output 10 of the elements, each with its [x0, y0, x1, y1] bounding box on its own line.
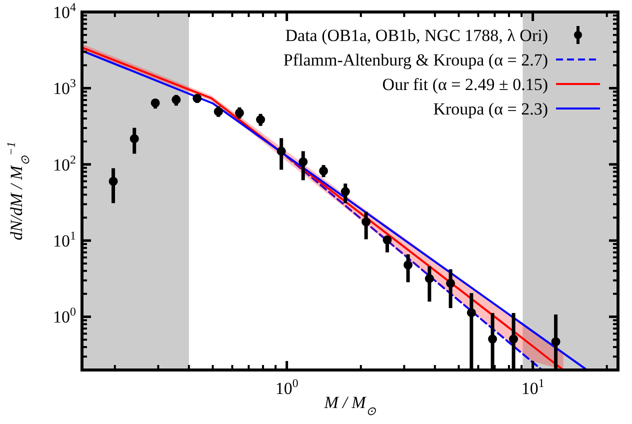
legend-label: Data (OB1a, OB1b, NGC 1788, λ Ori) [285, 26, 548, 45]
legend-label: Our fit (α = 2.49 ± 0.15) [382, 75, 548, 94]
legend-label: Pflamm-Altenburg & Kroupa (α = 2.7) [283, 50, 548, 70]
y-tick-label: 10$^{3}$ [53, 76, 76, 98]
legend-label: Kroupa (α = 2.3) [433, 100, 548, 118]
x-axis-title: M / M$_{⊙}$ [323, 393, 377, 418]
y-tick-label: 10$^{0}$ [53, 304, 76, 327]
y-tick-label: 10$^{4}$ [53, 0, 76, 22]
y-tick-label: 10$^{1}$ [53, 228, 76, 251]
y-tick-label: 10$^{2}$ [53, 152, 76, 174]
